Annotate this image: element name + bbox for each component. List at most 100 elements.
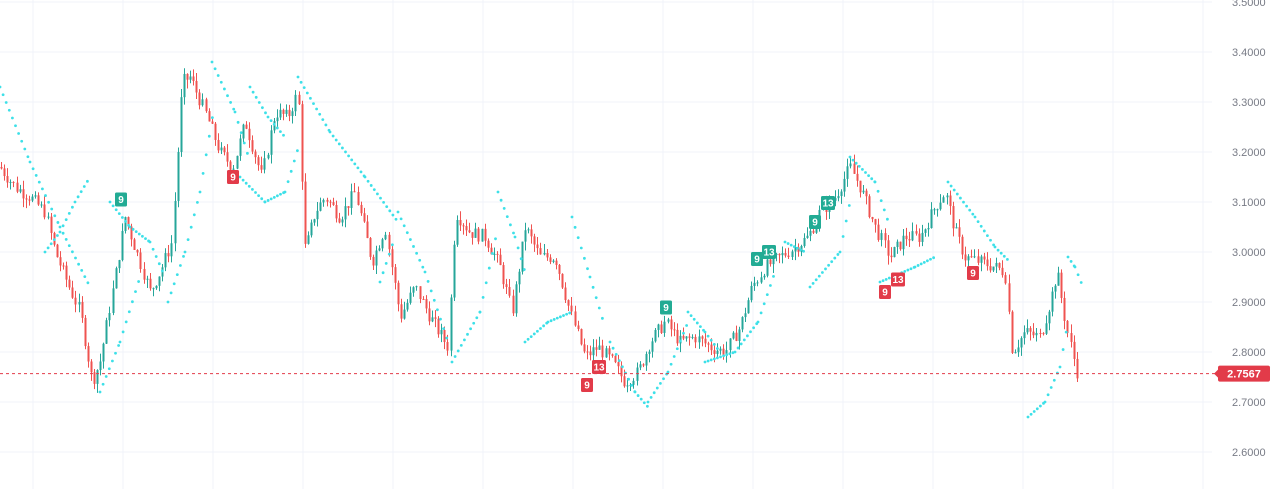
signal-badge-label: 9: [230, 173, 236, 184]
sar-dot: [633, 390, 637, 394]
sar-dot: [478, 310, 482, 314]
sar-dot: [709, 358, 713, 362]
candle-body: [518, 271, 521, 285]
candle-body: [403, 309, 406, 319]
sar-dot: [857, 164, 861, 168]
candle-body: [496, 253, 499, 255]
candle-body: [595, 347, 598, 350]
sar-dot: [539, 327, 542, 330]
candle-body: [267, 154, 270, 159]
candle-body: [93, 372, 96, 384]
sar-dot: [47, 200, 50, 204]
candle-body: [654, 329, 657, 342]
candle-body: [1060, 272, 1063, 298]
sar-dot: [1076, 273, 1080, 277]
candle-body: [223, 147, 226, 153]
sar-dot: [396, 210, 400, 214]
sar-dot: [1043, 400, 1047, 404]
candle-body: [158, 276, 161, 286]
candle-body: [946, 195, 949, 198]
signal-badge-label: 9: [663, 303, 669, 314]
candle-body: [22, 189, 25, 199]
sar-dot: [124, 219, 127, 223]
candle-body: [744, 313, 747, 318]
sar-dot: [169, 291, 173, 295]
signal-badge-label: 9: [754, 255, 760, 266]
candle-body: [205, 99, 208, 112]
sar-dot: [841, 235, 845, 238]
sar-dot: [137, 232, 141, 236]
candle-body: [639, 364, 642, 368]
sar-dot: [982, 229, 986, 233]
sar-dot: [296, 75, 300, 79]
sar-dot: [861, 168, 864, 171]
signal-badge-label: 13: [593, 363, 605, 374]
sell-signal-badge: [227, 170, 239, 184]
candle-body: [155, 285, 158, 289]
price-axis[interactable]: 2.6000 2.7000 2.8000 2.9000 3.0000 3.1000 3.20…: [1232, 0, 1266, 459]
sar-dot: [512, 231, 515, 235]
signal-badge-label: 13: [892, 275, 904, 286]
candle-body: [450, 297, 453, 351]
candle-body: [722, 348, 725, 357]
sar-dot: [968, 208, 972, 212]
candle-body: [375, 250, 378, 266]
sar-dot: [692, 317, 696, 321]
sar-dot: [1046, 393, 1050, 397]
candle-body: [341, 219, 344, 223]
candle-body: [620, 366, 623, 377]
sar-dot: [583, 256, 586, 260]
candle-body: [716, 350, 719, 354]
sar-dot: [254, 191, 257, 194]
candle-body: [949, 195, 952, 207]
sar-dot: [251, 188, 254, 191]
sar-dot: [926, 259, 929, 263]
candle-body: [257, 157, 260, 166]
sar-dot: [378, 280, 382, 284]
sar-dot: [257, 101, 261, 104]
sar-dot: [328, 130, 332, 134]
sar-dot: [709, 338, 713, 342]
candle-body: [270, 130, 273, 155]
sar-dot: [848, 155, 852, 159]
candle-body: [902, 235, 905, 250]
sar-dot: [1061, 348, 1065, 351]
sar-dot: [134, 290, 137, 294]
sar-dot: [4, 101, 8, 104]
sar-dot: [662, 377, 665, 381]
sar-dot: [226, 94, 229, 98]
sar-dot: [415, 251, 418, 255]
candle-body: [115, 268, 118, 289]
sar-dot: [282, 133, 285, 137]
sar-dot: [821, 271, 824, 274]
candle-body: [567, 300, 570, 306]
candle-body: [239, 138, 242, 156]
sar-dot: [844, 219, 848, 223]
sar-dot: [74, 256, 77, 260]
candle-body: [437, 318, 440, 335]
candle-body: [598, 345, 601, 350]
sar-dot: [131, 227, 135, 231]
candle-body: [877, 224, 880, 240]
candle-body: [50, 216, 53, 233]
sar-dot: [562, 314, 565, 317]
candle-body: [71, 287, 74, 298]
sar-dot: [496, 190, 500, 194]
sar-dot: [854, 161, 858, 165]
sar-dot: [20, 139, 24, 143]
sar-dot: [993, 245, 997, 249]
candle-body: [561, 273, 564, 288]
candle-body: [87, 346, 90, 362]
sar-dot: [64, 238, 68, 241]
candle-body: [443, 329, 446, 343]
sar-dot: [71, 205, 74, 209]
candle-body: [74, 297, 77, 305]
sar-dot: [499, 198, 503, 202]
sar-dot: [570, 215, 574, 219]
candle-body: [189, 76, 192, 80]
candle-body: [62, 265, 65, 267]
sar-dot: [14, 124, 17, 128]
price-tick-label: 3.2000: [1232, 147, 1266, 159]
